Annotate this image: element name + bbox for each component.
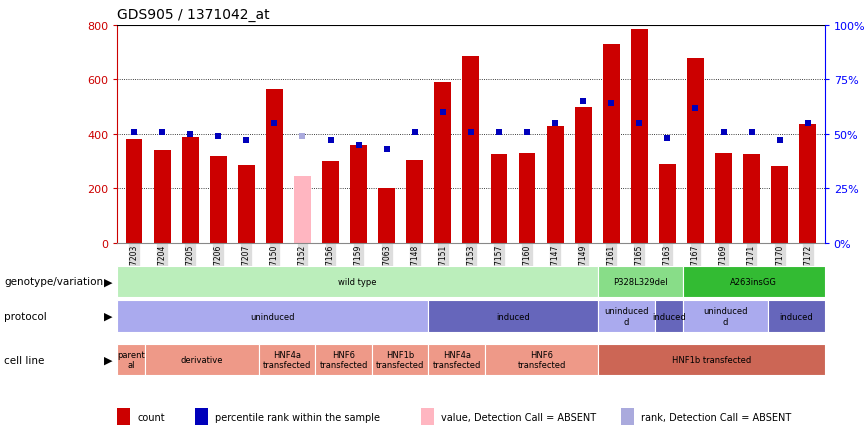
Text: induced: induced bbox=[779, 312, 813, 321]
Text: induced: induced bbox=[496, 312, 530, 321]
Bar bbox=[768, 301, 825, 332]
Bar bbox=[715, 154, 732, 243]
Bar bbox=[378, 189, 395, 243]
Bar bbox=[654, 301, 683, 332]
Bar bbox=[603, 45, 620, 243]
Text: HNF6
transfected: HNF6 transfected bbox=[319, 350, 368, 369]
Text: derivative: derivative bbox=[181, 355, 223, 364]
Bar bbox=[463, 57, 479, 243]
Text: GDS905 / 1371042_at: GDS905 / 1371042_at bbox=[117, 8, 270, 22]
Bar bbox=[598, 344, 825, 375]
Text: parent
al: parent al bbox=[117, 350, 145, 369]
Text: HNF1b
transfected: HNF1b transfected bbox=[376, 350, 424, 369]
Bar bbox=[429, 301, 598, 332]
Text: uninduced: uninduced bbox=[251, 312, 295, 321]
Text: ▶: ▶ bbox=[104, 277, 113, 286]
Bar bbox=[598, 301, 654, 332]
Bar bbox=[146, 344, 259, 375]
Text: ▶: ▶ bbox=[104, 312, 113, 321]
Text: percentile rank within the sample: percentile rank within the sample bbox=[215, 412, 380, 421]
Bar bbox=[687, 59, 704, 243]
Text: ▶: ▶ bbox=[104, 355, 113, 365]
Bar bbox=[126, 140, 142, 243]
Bar bbox=[294, 177, 311, 243]
Bar bbox=[181, 137, 199, 243]
Text: count: count bbox=[137, 412, 165, 421]
Text: HNF6
transfected: HNF6 transfected bbox=[517, 350, 566, 369]
Bar bbox=[210, 156, 227, 243]
Text: HNF4a
transfected: HNF4a transfected bbox=[432, 350, 481, 369]
Bar bbox=[372, 344, 429, 375]
Text: rank, Detection Call = ABSENT: rank, Detection Call = ABSENT bbox=[641, 412, 791, 421]
Bar bbox=[518, 154, 536, 243]
Text: A263insGG: A263insGG bbox=[730, 277, 778, 286]
Text: protocol: protocol bbox=[4, 312, 47, 321]
Bar bbox=[683, 301, 768, 332]
Bar bbox=[799, 125, 816, 243]
Bar bbox=[322, 161, 339, 243]
Bar bbox=[117, 301, 429, 332]
Text: induced: induced bbox=[652, 312, 686, 321]
Text: uninduced
d: uninduced d bbox=[604, 307, 648, 326]
Bar bbox=[575, 107, 592, 243]
Bar bbox=[683, 266, 825, 297]
Bar bbox=[631, 30, 648, 243]
Bar bbox=[238, 166, 254, 243]
Text: HNF1b transfected: HNF1b transfected bbox=[672, 355, 751, 364]
Text: HNF4a
transfected: HNF4a transfected bbox=[263, 350, 311, 369]
Bar bbox=[266, 90, 283, 243]
Bar bbox=[485, 344, 598, 375]
Text: wild type: wild type bbox=[339, 277, 377, 286]
Bar bbox=[350, 145, 367, 243]
Bar bbox=[772, 167, 788, 243]
Bar bbox=[315, 344, 372, 375]
Bar bbox=[547, 126, 563, 243]
Bar bbox=[490, 155, 508, 243]
Text: uninduced
d: uninduced d bbox=[703, 307, 748, 326]
Bar bbox=[406, 160, 424, 243]
Bar bbox=[434, 83, 451, 243]
Text: value, Detection Call = ABSENT: value, Detection Call = ABSENT bbox=[441, 412, 596, 421]
Bar bbox=[429, 344, 485, 375]
Bar bbox=[598, 266, 683, 297]
Text: P328L329del: P328L329del bbox=[614, 277, 668, 286]
Text: genotype/variation: genotype/variation bbox=[4, 277, 103, 286]
Bar bbox=[154, 151, 170, 243]
Bar bbox=[117, 266, 598, 297]
Bar bbox=[743, 155, 760, 243]
Text: cell line: cell line bbox=[4, 355, 45, 365]
Bar bbox=[259, 344, 315, 375]
Bar bbox=[659, 164, 676, 243]
Bar bbox=[117, 344, 146, 375]
